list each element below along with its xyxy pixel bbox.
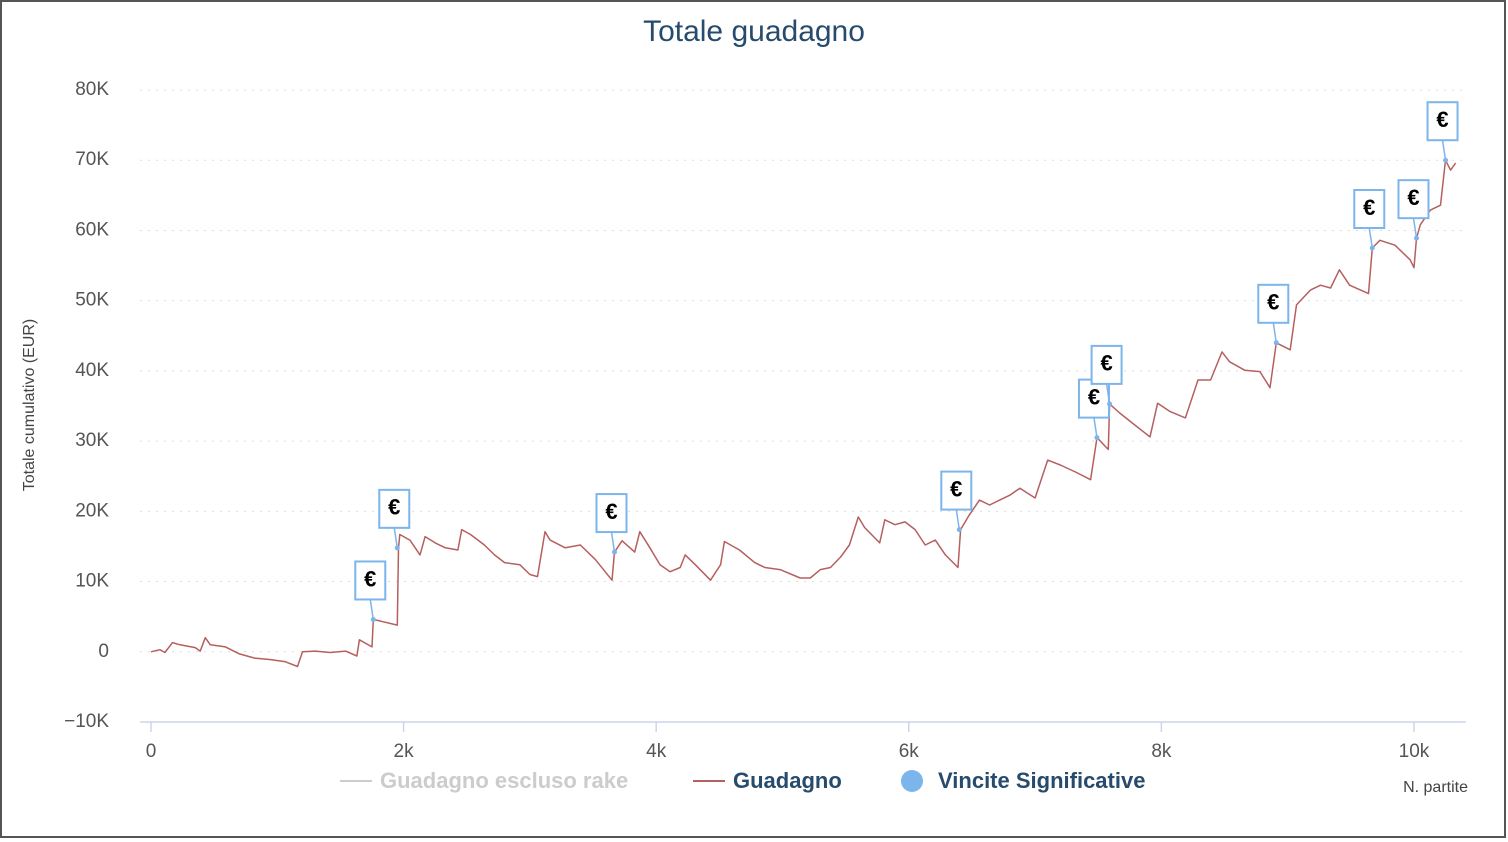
x-tick-label: 8k bbox=[1151, 741, 1172, 762]
x-tick-label: 10k bbox=[1399, 741, 1430, 762]
chart-title: Totale guadagno bbox=[643, 15, 865, 48]
flag-point bbox=[1273, 340, 1279, 346]
flag-label: € bbox=[1363, 195, 1375, 220]
y-tick-label: 70K bbox=[75, 149, 109, 170]
flag-box bbox=[354, 560, 387, 601]
flag-label: € bbox=[950, 476, 962, 501]
y-tick-label: 0 bbox=[98, 641, 109, 662]
flag-box bbox=[378, 488, 411, 529]
legend-label[interactable]: Vincite Significative bbox=[938, 768, 1145, 793]
legend-label[interactable]: Guadagno escluso rake bbox=[380, 768, 628, 793]
flag-label: € bbox=[1407, 185, 1419, 210]
flag-stem bbox=[610, 531, 616, 553]
flag-point bbox=[1413, 235, 1419, 241]
flag: € bbox=[354, 560, 387, 622]
flag-label: € bbox=[388, 495, 400, 520]
flag-box bbox=[1353, 189, 1386, 229]
legend-symbol bbox=[901, 770, 923, 792]
y-tick-label: −10K bbox=[64, 711, 109, 732]
flag: € bbox=[1353, 189, 1386, 251]
flag-stem bbox=[1105, 383, 1111, 405]
y-tick-label: 20K bbox=[75, 500, 109, 521]
flag-label: € bbox=[1267, 290, 1279, 315]
y-tick-label: 80K bbox=[75, 79, 109, 100]
flag-point bbox=[370, 616, 376, 622]
flag-label: € bbox=[1100, 351, 1112, 376]
flag-stem bbox=[1368, 227, 1374, 249]
flag-stem bbox=[1093, 417, 1098, 438]
flag-point bbox=[394, 545, 400, 551]
flag-box bbox=[1426, 101, 1459, 142]
flag: € bbox=[940, 470, 973, 533]
flag-label: € bbox=[364, 566, 376, 591]
flag-point bbox=[1107, 401, 1113, 407]
flag-label: € bbox=[1088, 384, 1100, 409]
x-tick-label: 4k bbox=[646, 741, 667, 762]
flag: € bbox=[378, 488, 411, 551]
flag-stem bbox=[955, 509, 961, 530]
flag: € bbox=[1397, 179, 1430, 241]
flag-box bbox=[940, 470, 973, 511]
legend-label[interactable]: Guadagno bbox=[733, 768, 842, 793]
flag-stem bbox=[1272, 322, 1278, 343]
x-tick-label: 0 bbox=[146, 741, 157, 762]
flag-box bbox=[595, 493, 628, 534]
flag-box bbox=[1397, 179, 1430, 220]
flag-point bbox=[612, 549, 618, 555]
x-tick-label: 2k bbox=[394, 741, 415, 762]
flag-point bbox=[956, 527, 962, 533]
line-series bbox=[150, 159, 1457, 668]
flag-point bbox=[1443, 157, 1449, 163]
flag-box bbox=[1257, 283, 1290, 324]
y-axis-title: Totale cumulativo (EUR) bbox=[21, 319, 38, 492]
flag-box bbox=[1090, 344, 1123, 385]
x-axis-title: N. partite bbox=[1403, 779, 1468, 796]
flag: € bbox=[1090, 344, 1123, 407]
flag-label: € bbox=[605, 499, 617, 524]
y-tick-label: 10K bbox=[75, 571, 109, 592]
y-tick-label: 30K bbox=[75, 430, 109, 451]
flag: € bbox=[1257, 283, 1290, 346]
flag-point bbox=[1369, 245, 1375, 251]
flag-stem bbox=[1441, 140, 1447, 161]
y-tick-label: 60K bbox=[75, 219, 109, 240]
flag-stem bbox=[393, 527, 399, 548]
flag-stem bbox=[369, 599, 375, 620]
flag: € bbox=[1426, 101, 1459, 163]
y-tick-label: 50K bbox=[75, 290, 109, 311]
flag-stem bbox=[1412, 218, 1418, 239]
flag-label: € bbox=[1436, 107, 1448, 132]
flag: € bbox=[595, 493, 628, 555]
y-tick-label: 40K bbox=[75, 360, 109, 381]
x-tick-label: 6k bbox=[899, 741, 920, 762]
flag-point bbox=[1094, 435, 1100, 441]
